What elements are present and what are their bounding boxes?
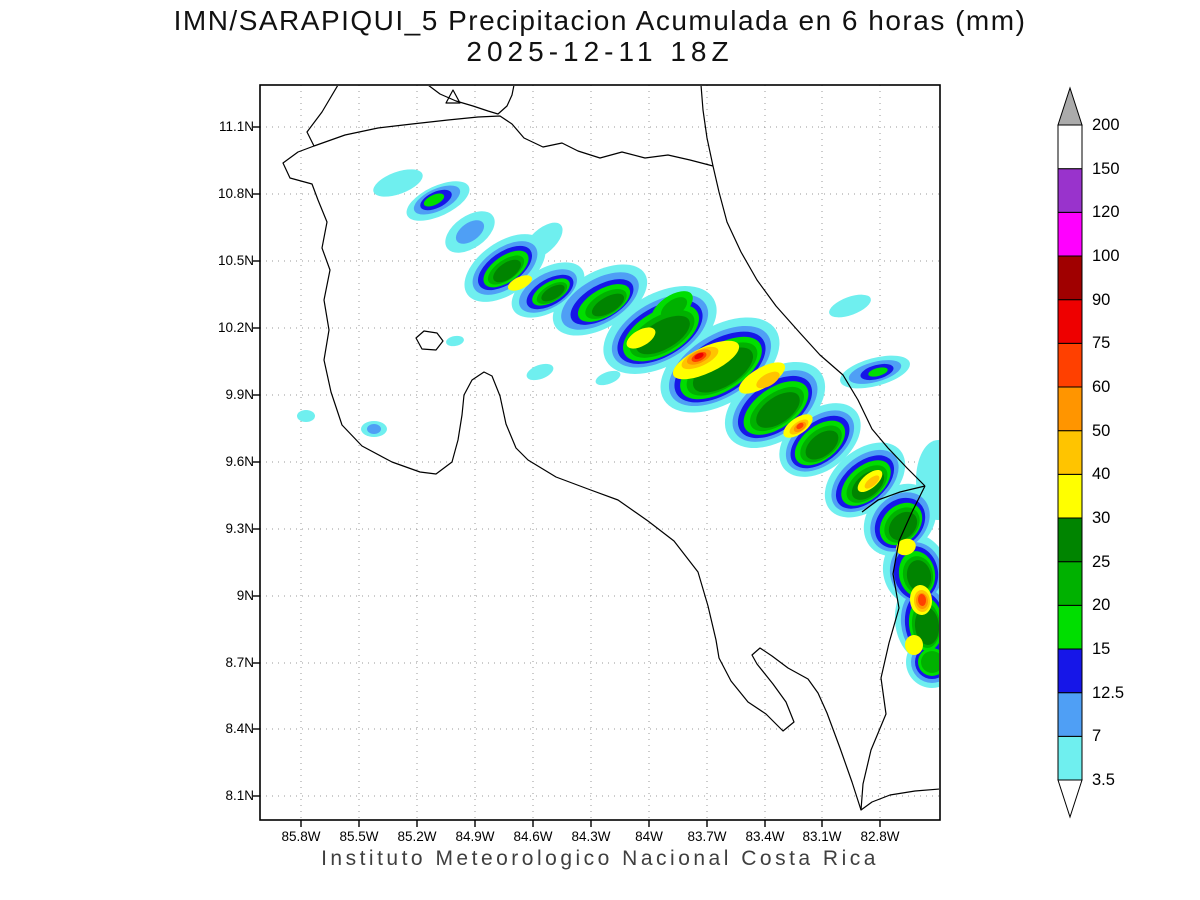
x-tick-label: 83.4W [745, 829, 785, 844]
x-tick-label: 85.2W [397, 829, 437, 844]
x-tick-label: 84.6W [513, 829, 553, 844]
y-tick-label: 9.3N [225, 521, 254, 536]
border-panama [860, 485, 926, 811]
colorbar-tick-label: 15 [1092, 640, 1111, 658]
x-tick-label: 83.7W [687, 829, 727, 844]
precip-fill-3p5mm [297, 169, 939, 688]
colorbar-tick-label: 90 [1092, 291, 1111, 309]
lake-island [445, 89, 461, 104]
y-tick-label: 10.8N [217, 186, 254, 201]
credit-text: Instituto Meteorologico Nacional Costa R… [321, 847, 879, 870]
colorbar-tick-label: 200 [1092, 116, 1120, 134]
precip-contours [297, 169, 939, 688]
axis-ticks [253, 126, 881, 827]
coastlines [282, 86, 939, 811]
colorbar-over-arrow [1057, 86, 1083, 126]
colorbar-tick-label: 120 [1092, 203, 1120, 221]
plot-frame [259, 84, 941, 821]
colorbar-tick-label: 7 [1092, 727, 1102, 745]
x-tick-label: 85.5W [339, 829, 379, 844]
grid-lines [260, 85, 940, 820]
colorbar-tick-label: 30 [1092, 509, 1111, 527]
chart-title: IMN/SARAPIQUI_5 Precipitacion Acumulada … [173, 5, 1027, 36]
y-tick-label: 9N [236, 588, 254, 603]
x-tick-label: 83.1W [802, 829, 842, 844]
colorbar-tick-label: 50 [1092, 422, 1111, 440]
coastline-nicaragua-caribbean [700, 86, 714, 167]
x-tick-label: 84.3W [571, 829, 611, 844]
y-tick-label: 9.6N [225, 454, 254, 469]
x-tick-label: 82.8W [860, 829, 900, 844]
colorbar-tick-label: 75 [1092, 334, 1111, 352]
y-tick-label: 11.1N [218, 119, 254, 134]
colorbar-under-arrow [1057, 779, 1083, 819]
precip-fill-75mm [694, 352, 704, 360]
coastline-pacific [282, 86, 939, 811]
precip-fill-7mm [367, 185, 939, 683]
colorbar-tick-label: 100 [1092, 247, 1120, 265]
colorbar-tick-label: 3.5 [1092, 771, 1115, 789]
border-nicaragua [313, 115, 714, 167]
x-tick-label: 84W [635, 829, 663, 844]
lake-nicaragua-shore [428, 86, 515, 115]
colorbar [1057, 86, 1083, 819]
y-tick-label: 9.9N [225, 387, 254, 402]
colorbar-tick-label: 40 [1092, 465, 1111, 483]
colorbar-tick-label: 60 [1092, 378, 1111, 396]
y-tick-label: 8.1N [225, 788, 254, 803]
inland-lake [415, 330, 444, 351]
colorbar-tick-label: 20 [1092, 596, 1111, 614]
y-tick-label: 10.2N [217, 320, 254, 335]
sixaola-river [861, 485, 926, 513]
colorbar-tick-label: 150 [1092, 160, 1120, 178]
x-tick-label: 85.8W [281, 829, 321, 844]
x-tick-label: 84.9W [455, 829, 495, 844]
y-tick-label: 8.4N [225, 721, 254, 736]
y-tick-label: 8.7N [225, 655, 254, 670]
colorbar-tick-label: 12.5 [1092, 684, 1125, 702]
colorbar-tick-label: 25 [1092, 553, 1111, 571]
y-tick-label: 10.5N [217, 253, 254, 268]
coastline-caribbean [712, 165, 926, 487]
chart-subtitle: 2025-12-11 18Z [466, 36, 734, 67]
